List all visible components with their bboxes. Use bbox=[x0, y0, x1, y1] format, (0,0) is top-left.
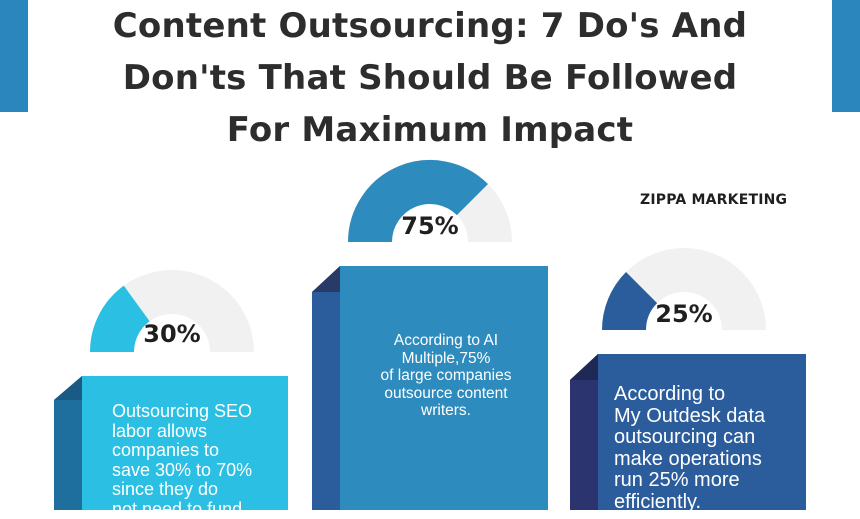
card-3-top bbox=[570, 354, 598, 380]
card-3-line: outsourcing can bbox=[614, 427, 804, 449]
card-2-line: Multiple,75% bbox=[346, 350, 546, 368]
card-2-line: outsource content bbox=[346, 385, 546, 403]
card-3-line: make operations bbox=[614, 449, 804, 471]
card-1-line: not need to fund bbox=[112, 500, 288, 519]
card-2-line: of large companies bbox=[346, 367, 546, 385]
card-3-line: According to bbox=[614, 384, 804, 406]
card-2-line: According to AI bbox=[346, 332, 546, 350]
card-1-top bbox=[54, 376, 82, 400]
card-1-line: labor allows bbox=[112, 422, 288, 442]
card-2-line: writers. bbox=[346, 402, 546, 420]
card-1-line: companies to bbox=[112, 441, 288, 461]
card-2-side bbox=[312, 266, 340, 510]
card-3-line: My Outdesk data bbox=[614, 406, 804, 428]
card-1-line: save 30% to 70% bbox=[112, 461, 288, 481]
card-2-text: According to AI Multiple,75% of large co… bbox=[346, 332, 546, 420]
card-1-line: Outsourcing SEO bbox=[112, 402, 288, 422]
card-3-text: According to My Outdesk data outsourcing… bbox=[614, 384, 804, 513]
card-1-line: since they do bbox=[112, 480, 288, 500]
card-3-line: run 25% more bbox=[614, 470, 804, 492]
card-1-text: Outsourcing SEO labor allows companies t… bbox=[112, 402, 288, 519]
card-2-top bbox=[312, 266, 340, 292]
